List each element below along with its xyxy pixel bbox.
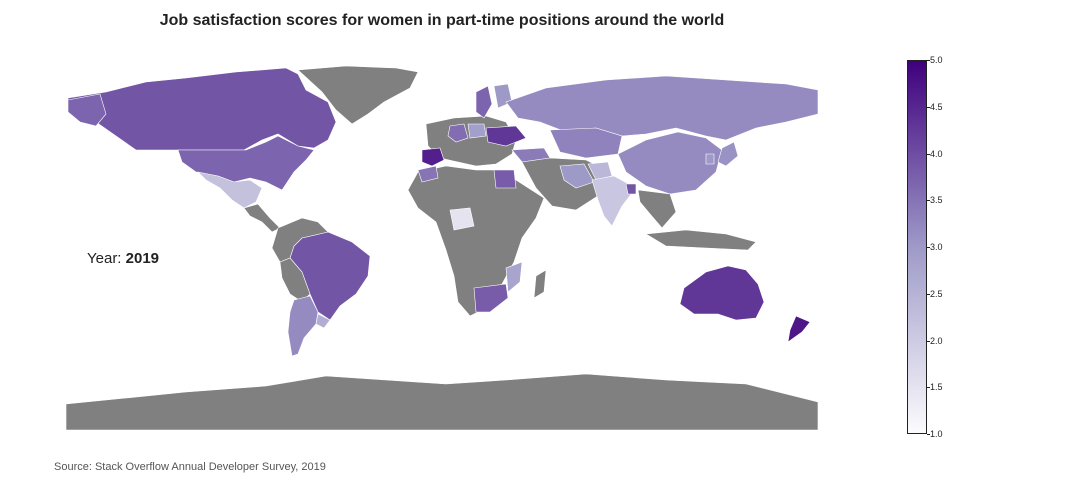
year-label: Year: 2019 (87, 250, 159, 267)
colorbar (907, 60, 927, 434)
source-note: Source: Stack Overflow Annual Developer … (54, 461, 326, 473)
colorbar-tick-mark (927, 387, 930, 389)
region-south-korea[interactable] (705, 153, 715, 165)
region-mexico[interactable] (197, 171, 263, 209)
region-spain[interactable] (421, 147, 445, 167)
region-alaska[interactable] (67, 93, 107, 127)
region-iran[interactable] (559, 163, 595, 189)
colorbar-tick-label: 1.5 (930, 382, 943, 393)
colorbar-tick-mark (927, 153, 930, 155)
colorbar-tick-label: 3.0 (930, 242, 943, 252)
region-greenland (297, 65, 419, 125)
colorbar-tick-mark (927, 434, 930, 435)
region-south-america-north (271, 217, 329, 263)
region-canada[interactable] (67, 67, 337, 151)
colorbar-tick-label: 2.5 (930, 288, 943, 299)
region-egypt[interactable] (493, 169, 517, 189)
region-poland[interactable] (467, 123, 487, 139)
region-ukraine[interactable] (485, 125, 527, 147)
region-new-zealand[interactable] (787, 315, 811, 343)
chart-title: Job satisfaction scores for women in par… (159, 12, 725, 29)
world-map (66, 65, 818, 430)
colorbar-tick-mark (927, 247, 930, 248)
region-australia[interactable] (679, 265, 765, 321)
year-label-prefix: Year: (87, 250, 122, 267)
colorbar-tick-label: 4.0 (930, 148, 943, 159)
region-niger[interactable] (449, 207, 475, 231)
region-uruguay[interactable] (315, 313, 331, 329)
region-central-america (243, 203, 281, 233)
colorbar-tick-mark (927, 200, 930, 202)
region-afghanistan[interactable] (587, 161, 613, 181)
colorbar-tick-label: 4.5 (930, 101, 943, 112)
region-germany[interactable] (447, 123, 469, 143)
region-bangladesh[interactable] (625, 183, 637, 195)
colorbar-tick-mark (927, 106, 930, 108)
colorbar-tick-mark (927, 293, 930, 295)
region-kazakhstan[interactable] (549, 127, 623, 159)
region-southeast-asia (637, 189, 677, 229)
colorbar-tick-label: 3.5 (930, 195, 943, 206)
colorbar-tick-label: 1.0 (930, 429, 943, 439)
colorbar-tick-mark (927, 60, 930, 61)
region-morocco[interactable] (417, 165, 439, 183)
colorbar-tick-label: 5.0 (930, 55, 943, 65)
colorbar-tick-label: 2.0 (930, 335, 943, 346)
region-japan[interactable] (717, 141, 739, 167)
region-china[interactable] (617, 131, 723, 195)
region-indonesia (645, 229, 757, 251)
year-value: 2019 (125, 250, 160, 267)
region-sweden[interactable] (475, 85, 493, 119)
region-antarctica (66, 373, 818, 430)
region-india[interactable] (591, 175, 637, 227)
region-south-africa[interactable] (473, 283, 509, 313)
colorbar-tick-mark (927, 340, 930, 342)
region-mozambique[interactable] (505, 261, 523, 293)
region-madagascar (533, 269, 547, 299)
region-argentina[interactable] (287, 295, 319, 357)
